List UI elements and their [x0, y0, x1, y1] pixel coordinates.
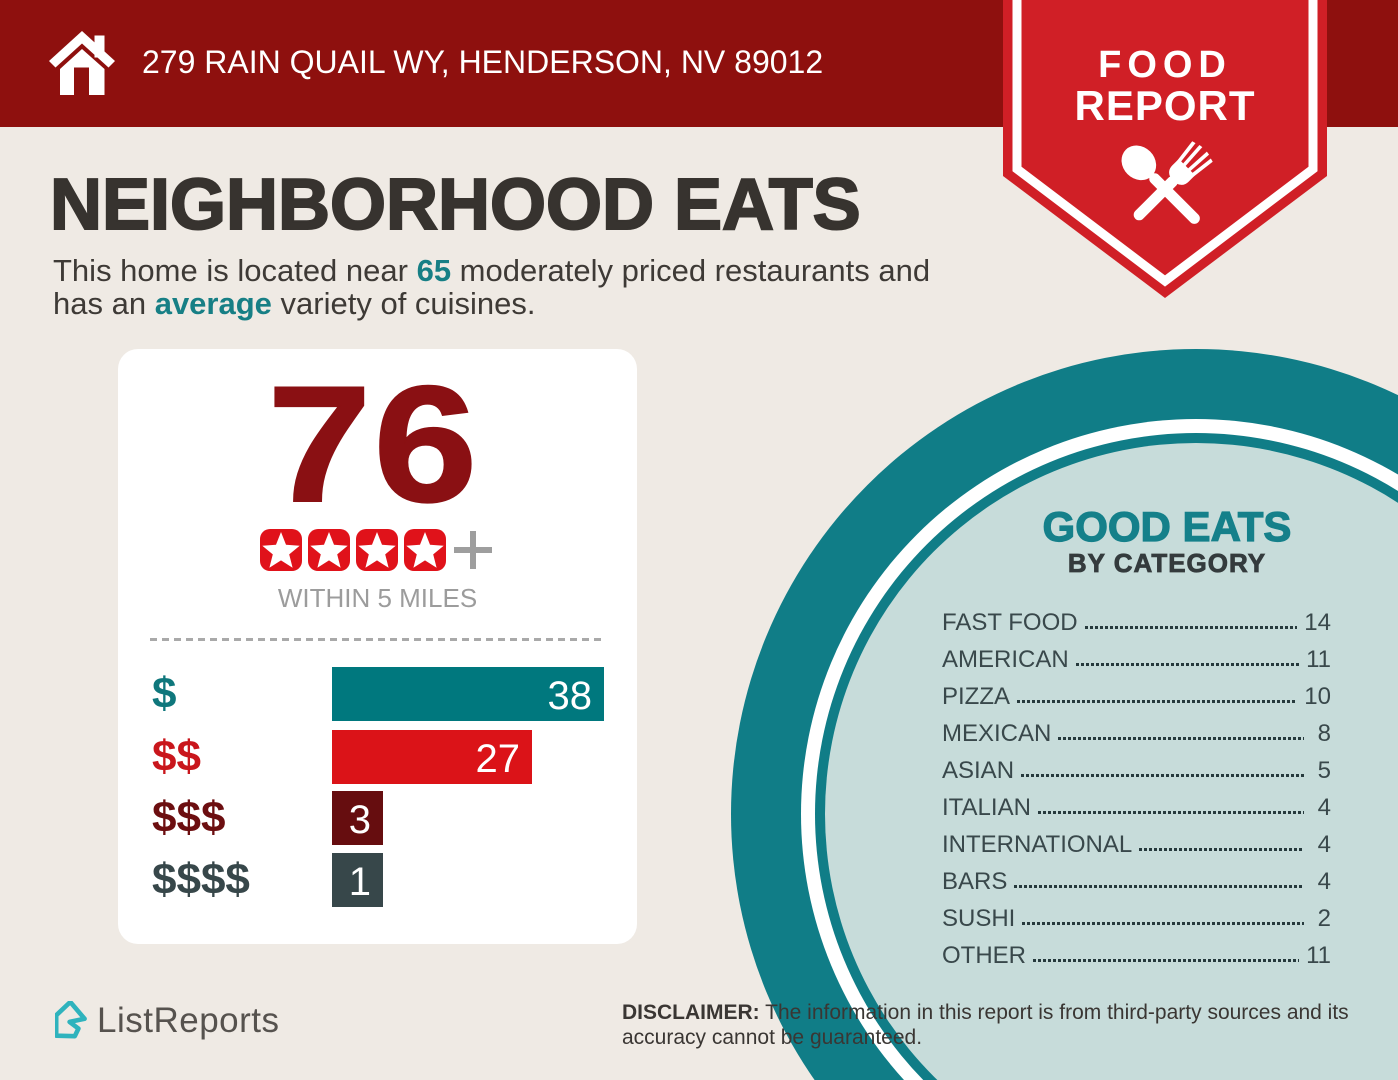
- svg-text:REPORT: REPORT: [1074, 82, 1255, 129]
- svg-text:FOOD: FOOD: [1098, 44, 1232, 86]
